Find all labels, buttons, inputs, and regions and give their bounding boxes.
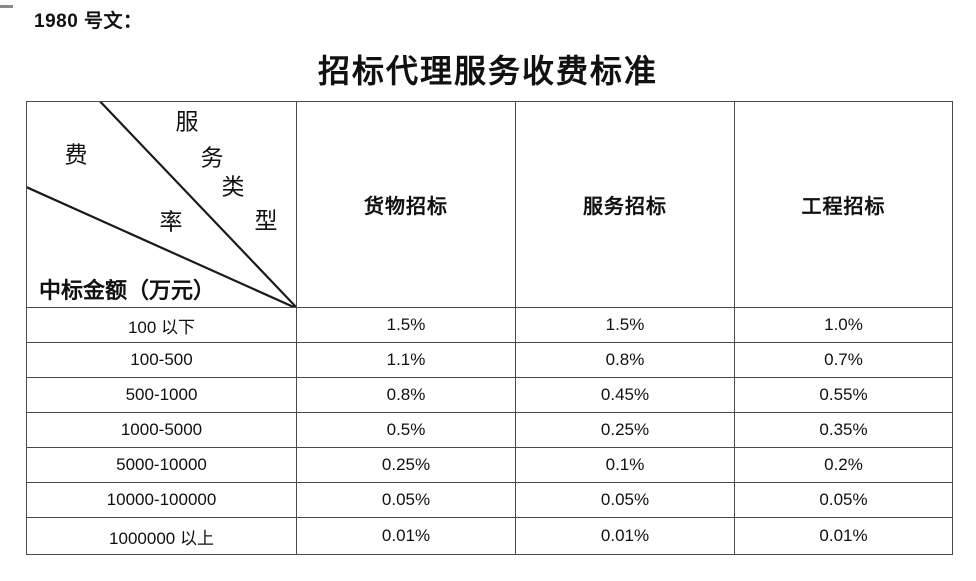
rate-value-cell: 1.5% <box>515 307 735 343</box>
table-row: 1000000 以上 0.01% 0.01% 0.01% <box>26 517 953 555</box>
rate-value-cell: 0.1% <box>515 447 735 483</box>
table-row: 1000-5000 0.5% 0.25% 0.35% <box>26 412 953 448</box>
amount-range-cell: 100 以下 <box>26 307 297 343</box>
rate-value-cell: 0.2% <box>734 447 953 483</box>
amount-range-cell: 5000-10000 <box>26 447 297 483</box>
corner-amount-label: 中标金额（万元） <box>39 278 216 303</box>
corner-fee-rate-char: 费 <box>64 142 88 168</box>
rate-value-cell: 0.25% <box>515 412 735 448</box>
rate-value-cell: 0.01% <box>515 517 735 555</box>
corner-service-type-char: 务 <box>200 145 224 171</box>
rate-value-cell: 0.01% <box>296 517 516 555</box>
rate-value-cell: 0.35% <box>734 412 953 448</box>
table-row: 10000-100000 0.05% 0.05% 0.05% <box>26 482 953 518</box>
doc-number-label: 1980 号文： <box>34 11 143 32</box>
diagonal-split-lines <box>27 102 296 307</box>
scan-artifact-mark <box>0 5 13 8</box>
rate-value-cell: 0.5% <box>296 412 516 448</box>
column-header-works: 工程招标 <box>734 101 953 308</box>
amount-range-cell: 1000-5000 <box>26 412 297 448</box>
column-header-services: 服务招标 <box>515 101 735 308</box>
rate-value-cell: 1.0% <box>734 307 953 343</box>
rate-value-cell: 0.8% <box>515 342 735 378</box>
table-row: 100-500 1.1% 0.8% 0.7% <box>26 342 953 378</box>
table-corner-cell: 服 务 类 型 费 率 中标金额（万元） <box>26 101 297 308</box>
rate-value-cell: 0.05% <box>296 482 516 518</box>
rate-value-cell: 0.8% <box>296 377 516 413</box>
rate-value-cell: 0.45% <box>515 377 735 413</box>
amount-range-cell: 500-1000 <box>26 377 297 413</box>
rate-value-cell: 0.01% <box>734 517 953 555</box>
rate-value-cell: 0.7% <box>734 342 953 378</box>
corner-service-type-char: 类 <box>221 174 245 200</box>
amount-range-cell: 100-500 <box>26 342 297 378</box>
column-header-goods: 货物招标 <box>296 101 516 308</box>
corner-service-type-char: 服 <box>175 109 199 135</box>
table-row: 500-1000 0.8% 0.45% 0.55% <box>26 377 953 413</box>
amount-range-cell: 1000000 以上 <box>26 517 297 555</box>
table-row: 100 以下 1.5% 1.5% 1.0% <box>26 307 953 343</box>
rate-value-cell: 1.5% <box>296 307 516 343</box>
amount-range-cell: 10000-100000 <box>26 482 297 518</box>
rate-value-cell: 0.05% <box>734 482 953 518</box>
rate-value-cell: 0.05% <box>515 482 735 518</box>
rate-value-cell: 0.25% <box>296 447 516 483</box>
rate-value-cell: 0.55% <box>734 377 953 413</box>
page-title: 招标代理服务收费标准 <box>317 53 658 89</box>
corner-service-type-char: 型 <box>254 208 278 234</box>
corner-fee-rate-char: 率 <box>159 209 183 235</box>
table-header-row: 服 务 类 型 费 率 中标金额（万元） 货物招标 服务招标 工程招标 <box>26 101 953 308</box>
fee-standard-table: 服 务 类 型 费 率 中标金额（万元） 货物招标 服务招标 工程招标 100 … <box>26 101 953 555</box>
fee-table-body: 100 以下 1.5% 1.5% 1.0% 100-500 1.1% 0.8% 0.7% 500… <box>26 307 953 555</box>
rate-value-cell: 1.1% <box>296 342 516 378</box>
table-row: 5000-10000 0.25% 0.1% 0.2% <box>26 447 953 483</box>
